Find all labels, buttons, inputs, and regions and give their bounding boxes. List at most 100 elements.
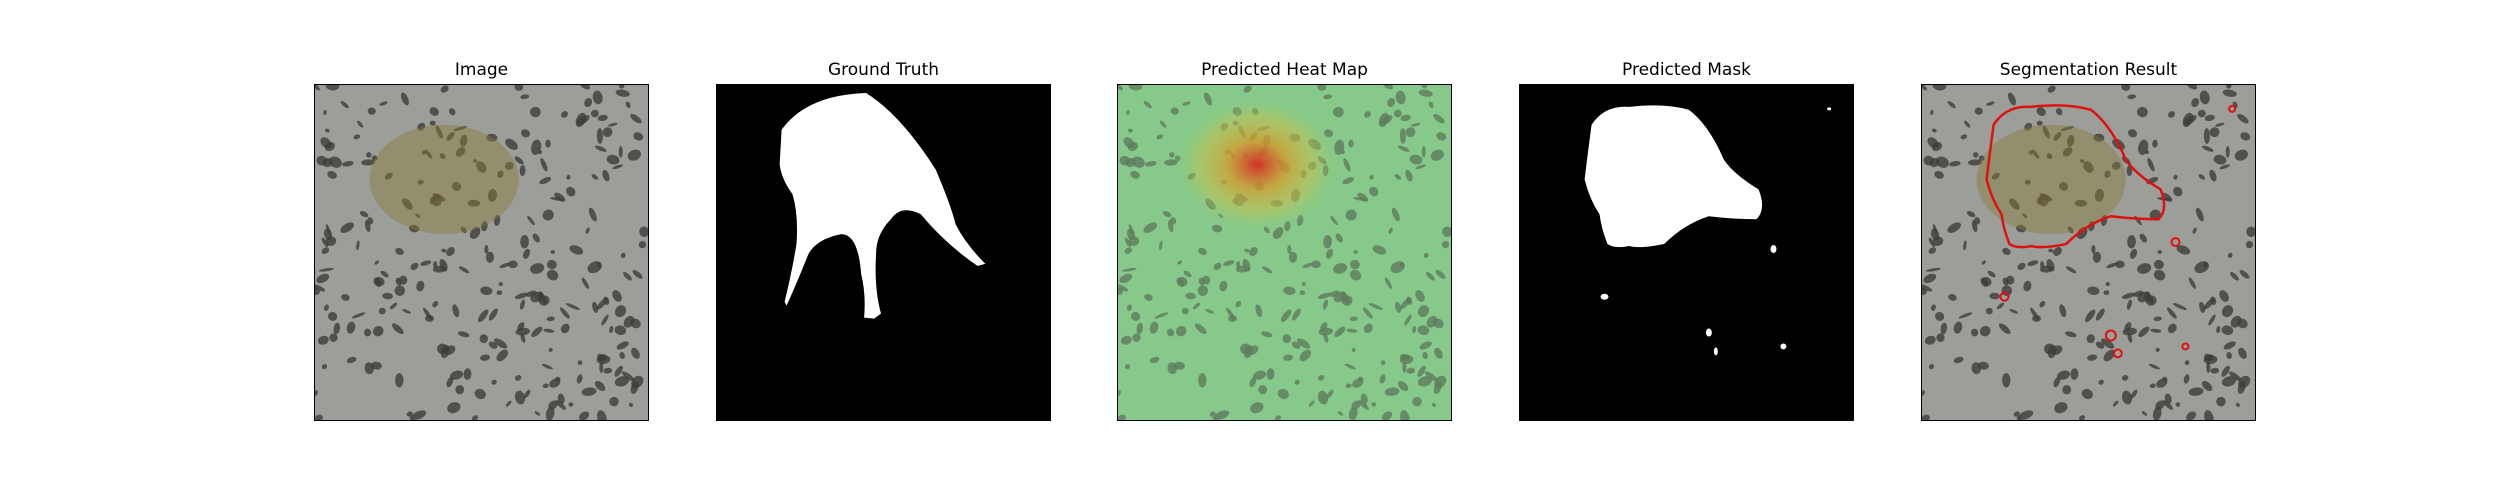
texture-spot — [2079, 415, 2086, 420]
texture-spot — [2198, 174, 2206, 180]
texture-spot — [1441, 241, 1450, 249]
texture-spot — [2201, 145, 2214, 152]
texture-spot — [328, 156, 342, 168]
texture-spot — [2228, 371, 2242, 382]
texture-spot — [367, 107, 376, 115]
texture-spot — [2147, 157, 2155, 172]
texture-spot — [2127, 235, 2136, 249]
texture-spot — [1333, 106, 1344, 118]
texture-spot — [1352, 197, 1367, 201]
texture-spot — [1399, 355, 1414, 365]
texture-spot — [1364, 111, 1371, 118]
texture-spot — [1124, 237, 1132, 248]
texture-spot — [1130, 311, 1141, 321]
texture-spot — [2039, 265, 2054, 273]
texture-spot — [394, 285, 406, 296]
texture-spot — [371, 155, 378, 162]
texture-spot — [612, 164, 623, 170]
texture-spot — [1243, 85, 1252, 93]
texture-spot — [1342, 177, 1355, 185]
texture-spot — [1423, 252, 1429, 259]
panel-title-heat-map: Predicted Heat Map — [1201, 60, 1368, 80]
result-object-tint — [1976, 124, 2126, 235]
texture-spot — [439, 153, 446, 159]
texture-spot — [1344, 363, 1356, 370]
texture-spot — [566, 174, 571, 180]
texture-spot — [1198, 277, 1205, 286]
texture-spot — [1384, 387, 1400, 396]
texture-spot — [327, 311, 338, 321]
texture-spot — [2148, 363, 2160, 370]
texture-spot — [1369, 186, 1379, 197]
texture-spot — [1203, 92, 1212, 106]
texture-spot — [591, 174, 599, 180]
texture-spot — [1330, 215, 1338, 226]
texture-spot — [1334, 326, 1346, 338]
texture-spot — [1406, 296, 1413, 305]
texture-spot — [588, 207, 597, 222]
mask-speck — [1705, 328, 1712, 337]
texture-spot — [1412, 325, 1417, 334]
texture-spot — [1424, 371, 1438, 382]
ground-truth-panel — [716, 84, 1051, 421]
texture-spot — [455, 147, 466, 157]
texture-spot — [2092, 251, 2102, 263]
texture-spot — [1936, 333, 1945, 342]
texture-spot — [1981, 276, 1992, 286]
texture-spot — [1194, 323, 1207, 335]
texture-spot — [1417, 305, 1430, 318]
texture-spot — [616, 341, 629, 350]
texture-spot — [2153, 259, 2164, 270]
texture-spot — [315, 414, 323, 420]
texture-spot — [1421, 85, 1428, 89]
panel-title-image: Image — [454, 60, 509, 80]
texture-spot — [1128, 85, 1143, 91]
texture-spot — [620, 252, 626, 259]
texture-spot — [2103, 349, 2116, 362]
texture-spot — [1345, 383, 1352, 389]
texture-spot — [2138, 326, 2150, 338]
texture-spot — [2015, 224, 2027, 233]
texture-spot — [1948, 294, 1957, 301]
texture-spot — [606, 154, 620, 165]
texture-spot — [2221, 376, 2237, 387]
texture-spot — [2139, 233, 2147, 243]
texture-spot — [627, 149, 642, 161]
texture-spot — [539, 177, 552, 185]
texture-spot — [1406, 367, 1416, 374]
texture-spot — [1323, 333, 1329, 343]
texture-spot — [2237, 113, 2249, 124]
contour-blob — [1999, 291, 2010, 302]
texture-spot — [2235, 402, 2240, 407]
texture-spot — [1395, 301, 1402, 313]
spot-texture — [315, 85, 648, 420]
texture-spot — [1181, 307, 1189, 315]
texture-spot — [480, 286, 493, 295]
texture-spot — [2155, 347, 2160, 352]
texture-spot — [561, 111, 568, 118]
texture-spot — [1930, 109, 1934, 115]
texture-spot — [1924, 335, 1936, 345]
texture-spot — [1402, 354, 1410, 361]
texture-spot — [1166, 328, 1175, 337]
texture-spot — [2199, 301, 2206, 313]
texture-spot — [2240, 132, 2251, 141]
texture-spot — [565, 303, 580, 311]
texture-spot — [602, 127, 613, 138]
texture-spot — [2103, 290, 2110, 296]
texture-spot — [497, 170, 504, 179]
texture-spot — [597, 410, 607, 420]
texture-spot — [1435, 269, 1446, 279]
texture-spot — [1940, 322, 1948, 335]
texture-spot — [505, 138, 518, 150]
texture-spot — [341, 294, 350, 301]
texture-spot — [2237, 381, 2246, 394]
texture-spot — [374, 260, 379, 265]
texture-spot — [316, 273, 330, 284]
texture-spot — [1352, 378, 1364, 388]
texture-spot — [2009, 309, 2019, 314]
texture-spot — [324, 141, 336, 152]
texture-spot — [548, 347, 553, 352]
texture-spot — [1368, 303, 1383, 311]
texture-spot — [361, 159, 375, 166]
